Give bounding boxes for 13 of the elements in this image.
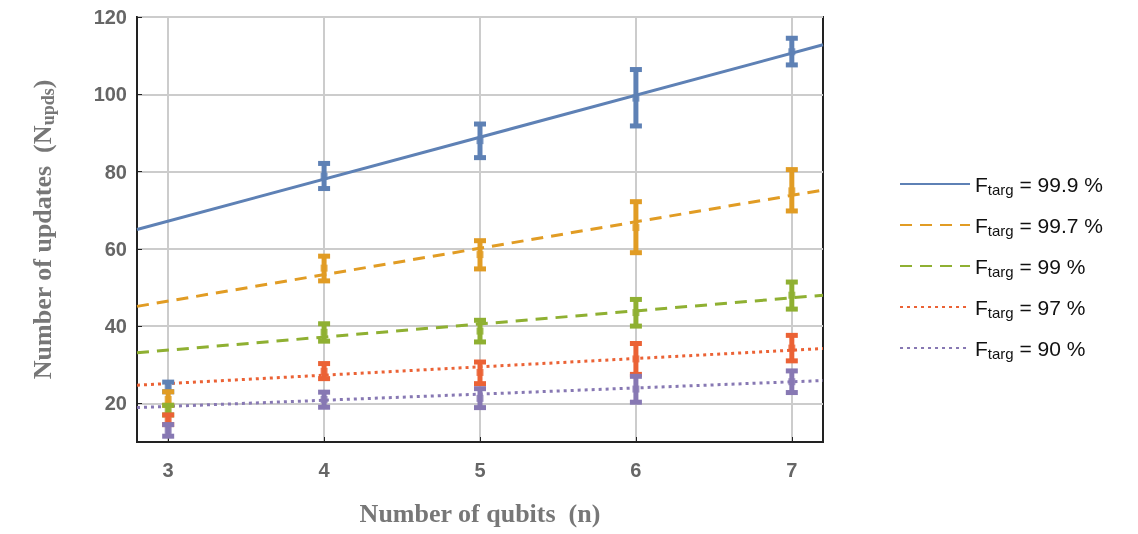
x-tick-label: 6 xyxy=(630,459,642,481)
y-tick-label: 20 xyxy=(104,392,127,415)
y-tick-label: 80 xyxy=(104,160,127,183)
x-tick-label: 4 xyxy=(318,459,331,481)
x-tick-label: 5 xyxy=(474,459,486,481)
x-axis-title: Number of qubits (n) xyxy=(359,498,601,528)
x-tick-label: 3 xyxy=(162,459,174,481)
y-tick-label: 120 xyxy=(93,6,127,28)
y-tick-label: 60 xyxy=(104,237,127,260)
y-tick-label: 40 xyxy=(104,315,127,338)
x-tick-label: 7 xyxy=(786,459,798,481)
y-axis-title: Number of updates (Nupds) xyxy=(27,79,58,380)
y-tick-label: 100 xyxy=(93,83,127,106)
